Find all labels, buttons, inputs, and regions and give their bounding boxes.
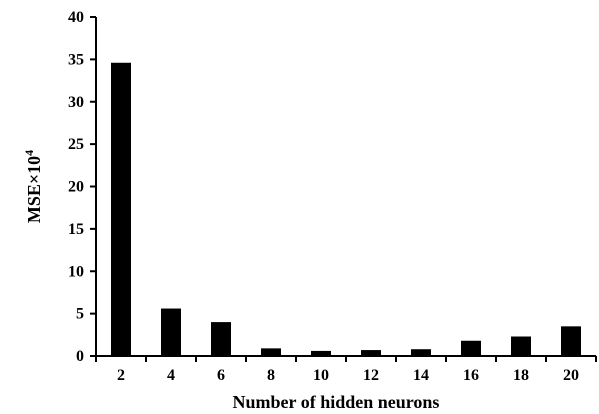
- bar-2: [111, 62, 131, 356]
- bar-18: [511, 336, 531, 356]
- y-tick-label: 40: [68, 9, 84, 26]
- bar-8: [261, 348, 281, 356]
- x-tick-label: 20: [563, 367, 579, 384]
- x-axis-label: Number of hidden neurons: [233, 392, 440, 412]
- x-tick-label: 12: [363, 367, 379, 384]
- bar-4: [161, 308, 181, 356]
- bar-12: [361, 350, 381, 356]
- y-tick-label: 15: [68, 221, 84, 238]
- bar-10: [311, 350, 331, 356]
- x-axis: 2 4 6 8 10 12 14 16 18 20: [95, 355, 597, 384]
- bar-6: [211, 322, 231, 356]
- y-axis-label-superscript: 4: [22, 150, 36, 156]
- y-tick-label: 0: [76, 348, 84, 365]
- x-tick-label: 10: [313, 367, 329, 384]
- bar-20: [561, 326, 581, 356]
- x-tick-label: 2: [117, 367, 125, 384]
- y-tick-label: 5: [76, 306, 84, 323]
- y-axis-label-base: MSE×10: [24, 156, 44, 223]
- y-tick-label: 35: [68, 51, 84, 68]
- y-tick-label: 20: [68, 179, 84, 196]
- x-tick-label: 4: [167, 367, 175, 384]
- bar-16: [461, 340, 481, 356]
- y-axis: 0 5 10 15 20 25 30 35 40: [68, 9, 97, 365]
- x-tick-label: 14: [413, 367, 429, 384]
- y-tick-label: 10: [68, 263, 84, 280]
- y-tick-label: 30: [68, 94, 84, 111]
- y-tick-label: 25: [68, 136, 84, 153]
- y-axis-label: MSE×104: [22, 150, 44, 223]
- bar-14: [411, 349, 431, 356]
- bars: [111, 62, 581, 356]
- x-tick-label: 18: [513, 367, 529, 384]
- x-tick-label: 6: [217, 367, 225, 384]
- x-tick-label: 8: [267, 367, 275, 384]
- x-tick-label: 16: [463, 367, 479, 384]
